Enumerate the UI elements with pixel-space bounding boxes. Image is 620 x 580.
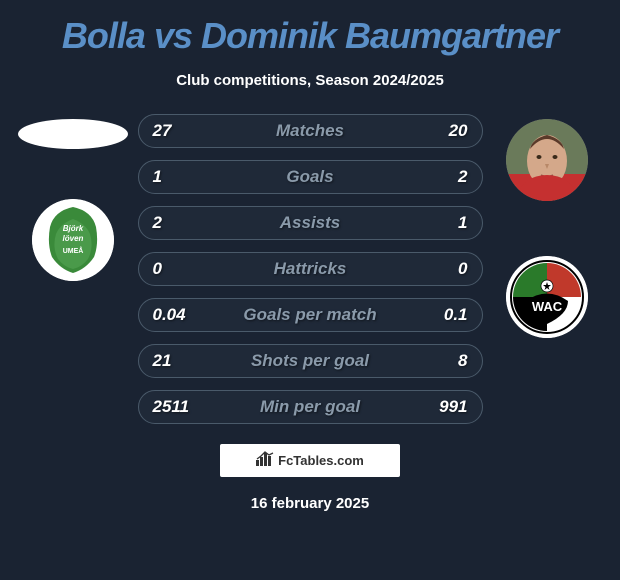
stat-left-value: 2511 — [153, 397, 203, 417]
wac-badge-icon: WAC — [506, 256, 588, 338]
stat-label: Shots per goal — [251, 351, 369, 371]
stat-left-value: 0 — [153, 259, 203, 279]
player-face-icon — [506, 119, 588, 201]
stat-row: 21 Shots per goal 8 — [138, 344, 483, 378]
stat-right-value: 0 — [418, 259, 468, 279]
stat-row: 1 Goals 2 — [138, 160, 483, 194]
stat-label: Hattricks — [274, 259, 347, 279]
season-subtitle: Club competitions, Season 2024/2025 — [176, 72, 444, 89]
player-photo-placeholder-left — [18, 119, 128, 149]
stat-right-value: 991 — [418, 397, 468, 417]
stat-label: Goals per match — [243, 305, 376, 325]
stat-label: Goals — [286, 167, 333, 187]
stat-left-value: 21 — [153, 351, 203, 371]
infographic-container: Bolla vs Dominik Baumgartner Club compet… — [0, 0, 620, 580]
svg-text:WAC: WAC — [532, 299, 563, 314]
stat-row: 0.04 Goals per match 0.1 — [138, 298, 483, 332]
comparison-date: 16 february 2025 — [251, 495, 369, 512]
page-title: Bolla vs Dominik Baumgartner — [62, 15, 558, 57]
fctables-text: FcTables.com — [278, 453, 364, 468]
svg-text:löven: löven — [63, 234, 84, 243]
stat-left-value: 0.04 — [153, 305, 203, 325]
stat-row: 2511 Min per goal 991 — [138, 390, 483, 424]
bjorkloven-badge-icon: Björk löven UMEÅ — [32, 199, 114, 281]
stat-right-value: 1 — [418, 213, 468, 233]
stat-left-value: 27 — [153, 121, 203, 141]
team-badge-right: WAC — [506, 256, 588, 338]
stat-rows: 27 Matches 20 1 Goals 2 2 Assists 1 0 Ha… — [138, 114, 483, 424]
right-player-column: WAC — [495, 114, 600, 338]
stat-right-value: 8 — [418, 351, 468, 371]
comparison-area: Björk löven UMEÅ 27 Matches 20 1 Goals 2… — [0, 114, 620, 424]
team-badge-left: Björk löven UMEÅ — [32, 199, 114, 281]
stat-right-value: 0.1 — [418, 305, 468, 325]
stat-left-value: 2 — [153, 213, 203, 233]
stat-label: Matches — [276, 121, 344, 141]
stat-label: Min per goal — [260, 397, 360, 417]
stat-right-value: 20 — [418, 121, 468, 141]
stat-right-value: 2 — [418, 167, 468, 187]
left-player-column: Björk löven UMEÅ — [21, 114, 126, 281]
chart-icon — [256, 450, 274, 471]
svg-text:Björk: Björk — [63, 224, 84, 233]
stat-row: 2 Assists 1 — [138, 206, 483, 240]
fctables-badge: FcTables.com — [220, 444, 400, 477]
player-photo-right — [506, 119, 588, 201]
svg-text:UMEÅ: UMEÅ — [63, 246, 84, 255]
stat-left-value: 1 — [153, 167, 203, 187]
stat-label: Assists — [280, 213, 340, 233]
stat-row: 0 Hattricks 0 — [138, 252, 483, 286]
stat-row: 27 Matches 20 — [138, 114, 483, 148]
